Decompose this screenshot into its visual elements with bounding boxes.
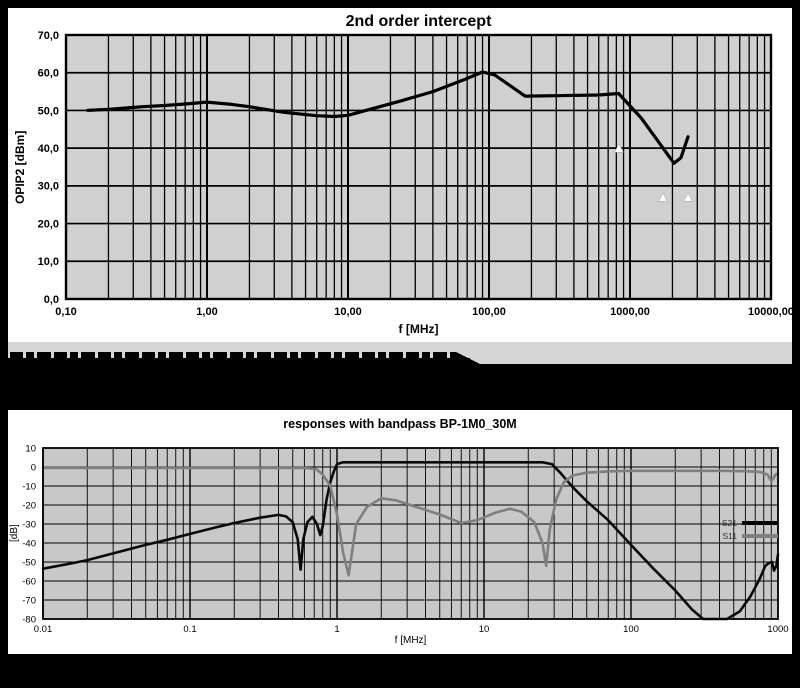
y-tick-label: -80 (22, 614, 36, 625)
y-tick-label: -40 (22, 538, 36, 549)
legend-swatch-s21 (742, 520, 778, 525)
series-s21 (41, 460, 780, 621)
bottom-chart-title: responses with bandpass BP-1M0_30M (283, 417, 517, 431)
triangle-marker (658, 192, 668, 202)
plot-area (66, 35, 771, 299)
series-opip2 (86, 70, 690, 165)
y-tick-label: -70 (22, 595, 36, 606)
triangle-marker (683, 192, 693, 202)
legend-entry-s21: S21 (696, 516, 778, 529)
x-tick-label: 1000,00 (610, 306, 650, 318)
y-tick-label: -20 (22, 500, 36, 511)
y-tick-label: 20,0 (38, 218, 59, 230)
x-tick-label: 100 (623, 624, 639, 635)
top-chart-title: 2nd order intercept (345, 13, 492, 30)
y-tick-label: 10 (25, 443, 36, 454)
legend-entry-s11: S11 (696, 529, 778, 542)
y-tick-label: 50,0 (38, 105, 59, 117)
bottom-chart-x-axis-title: f [MHz] (394, 635, 427, 646)
x-tick-label: 0,10 (55, 306, 76, 318)
y-tick-label: 0 (31, 462, 36, 473)
y-tick-label: 10,0 (38, 256, 59, 268)
y-tick-label: 0,0 (44, 294, 59, 306)
y-tick-label: -10 (22, 481, 36, 492)
x-tick-label: 10,00 (334, 306, 362, 318)
y-tick-label: 40,0 (38, 143, 59, 155)
x-tick-label: 0.1 (183, 624, 196, 635)
redacted-heading-bar (0, 358, 470, 392)
y-tick-label: 60,0 (38, 68, 59, 80)
bottom-chart-panel: responses with bandpass BP-1M0_30M [dB] … (6, 408, 794, 656)
series-s11 (41, 466, 780, 577)
plot-area (43, 448, 778, 619)
y-tick-label: -50 (22, 557, 36, 568)
y-tick-label: -30 (22, 519, 36, 530)
top-chart-panel: 2nd order intercept OPIP2 [dBm] 0,10 1,00… (8, 8, 794, 342)
plot-border (42, 447, 779, 620)
x-tick-label: 1,00 (196, 306, 217, 318)
y-tick-label: -60 (22, 576, 36, 587)
redacted-heading-letter-tops (10, 352, 456, 358)
y-tick-label: 70,0 (38, 30, 59, 42)
x-tick-label: 10000,00 (748, 306, 794, 318)
top-chart-x-axis-title: f [MHz] (398, 322, 439, 336)
plot-border (64, 33, 773, 301)
x-tick-label: 1000 (767, 624, 788, 635)
oip2-line-chart: 0,10 1,00 10,00 100,00 1000,00 10000,00 70,0 60… (38, 30, 794, 318)
triangle-marker (614, 143, 624, 153)
x-tick-label: 100,00 (472, 306, 506, 318)
sparameter-line-chart: 0.01 0.1 1 10 100 1000100-10-20-30-40-50-60-7… (22, 443, 788, 635)
legend-label-s21: S21 (721, 517, 737, 528)
chart-legend: S21 S11 (696, 516, 778, 542)
legend-swatch-s11 (742, 533, 778, 538)
legend-label-s11: S11 (722, 530, 738, 541)
x-tick-label: 1 (334, 624, 339, 635)
y-tick-label: 30,0 (38, 181, 59, 193)
x-tick-label: 10 (479, 624, 490, 635)
x-tick-label: 0.01 (34, 624, 53, 635)
